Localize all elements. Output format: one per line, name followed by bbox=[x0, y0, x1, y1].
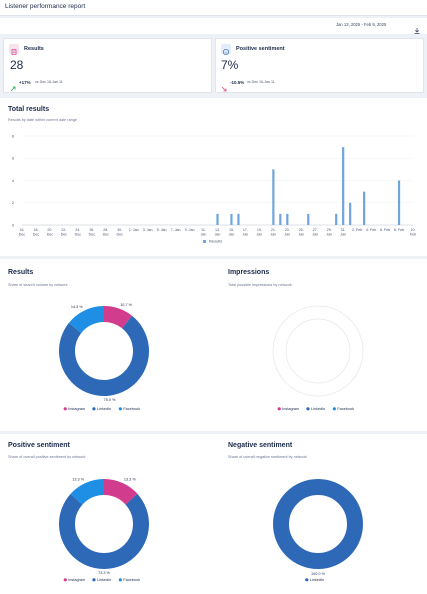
x-tick-label: 19. Jan bbox=[256, 228, 262, 236]
x-tick-label: 2. Feb bbox=[352, 228, 362, 232]
download-icon[interactable] bbox=[413, 22, 421, 34]
bar bbox=[230, 213, 233, 225]
section-title: Total results bbox=[8, 106, 50, 113]
x-tick-label: 15. Jan bbox=[229, 228, 235, 236]
kpi-card-positive-sentiment: Positive sentiment 7% -10.5% vs Dec 16-J… bbox=[215, 38, 424, 93]
x-tick-label: 6. Feb bbox=[380, 228, 390, 232]
x-tick-label: 21. Jan bbox=[270, 228, 276, 236]
bar bbox=[272, 169, 275, 225]
header-bar: Listener performance report bbox=[0, 0, 427, 16]
document-icon bbox=[9, 44, 19, 56]
section-subtitle: Share of search volume by network bbox=[8, 283, 68, 287]
section-title: Results bbox=[8, 269, 34, 276]
bar bbox=[279, 213, 282, 225]
x-tick-label: 25. Jan bbox=[298, 228, 304, 236]
y-tick-label: 2 bbox=[12, 201, 14, 205]
legend-swatch bbox=[203, 240, 206, 243]
y-tick-label: 4 bbox=[12, 179, 14, 183]
kpi-compare: vs Dec 16-Jan 11 bbox=[247, 80, 275, 84]
kpi-card-results: Results 28 +17% vs Dec 16-Jan 11 bbox=[3, 38, 212, 93]
trend-up-icon bbox=[10, 79, 16, 92]
kpi-title: Positive sentiment bbox=[236, 46, 285, 52]
x-tick-label: 11. Jan bbox=[201, 228, 207, 236]
x-tick-label: 3. Jan bbox=[143, 228, 153, 232]
section-subtitle: Share of overall negative sentiment by n… bbox=[228, 455, 307, 459]
bar bbox=[286, 213, 289, 225]
kpi-value: 28 bbox=[10, 58, 24, 72]
kpi-compare: vs Dec 16-Jan 11 bbox=[35, 80, 63, 84]
bar bbox=[363, 191, 366, 225]
x-tick-label: 31. Jan bbox=[340, 228, 346, 236]
x-tick-label: 28. Dec bbox=[103, 228, 110, 236]
bar bbox=[335, 213, 338, 225]
bar bbox=[397, 180, 401, 225]
x-tick-label: 7. Jan bbox=[171, 228, 181, 232]
x-tick-label: 4. Feb bbox=[366, 228, 376, 232]
bar-chart: 0 2 4 6 8 16. Dec 18. Dec 20. Dec 22. Dec 24. Dec 26. De… bbox=[12, 134, 416, 244]
kpi-title: Results bbox=[24, 46, 44, 52]
page-title: Listener performance report bbox=[5, 3, 86, 10]
x-tick-label: 17. Jan bbox=[243, 228, 249, 236]
bar bbox=[349, 202, 352, 225]
date-range-picker[interactable]: Jan 13, 2025 - Feb 9, 2025 bbox=[336, 22, 387, 27]
y-tick-label: 0 bbox=[12, 223, 14, 227]
bar bbox=[237, 213, 240, 225]
x-tick-label: 9. Jan bbox=[185, 228, 195, 232]
y-tick-label: 6 bbox=[12, 157, 14, 161]
section-title: Impressions bbox=[228, 269, 270, 276]
section-title: Positive sentiment bbox=[8, 442, 70, 449]
x-tick-label: 10. Feb bbox=[410, 228, 416, 236]
kpi-change: -10.5% bbox=[230, 79, 245, 85]
section-subtitle: Share of overall positive sentiment by n… bbox=[8, 455, 86, 459]
trend-down-icon bbox=[221, 79, 227, 92]
section-subtitle: Total possible impressions by network bbox=[228, 283, 292, 287]
x-tick-label: 5. Jan bbox=[157, 228, 167, 232]
x-tick-label: 23. Jan bbox=[284, 228, 290, 236]
x-tick-label: 8. Feb bbox=[394, 228, 404, 232]
x-tick-label: 1. Jan bbox=[129, 228, 139, 232]
x-tick-label: 29. Jan bbox=[326, 228, 332, 236]
results-network-panel: Results Share of search volume by networ… bbox=[0, 259, 427, 431]
y-tick-label: 8 bbox=[12, 134, 14, 138]
x-tick-label: 20. Dec bbox=[47, 228, 54, 236]
total-results-panel: Total results Results by date within cur… bbox=[0, 98, 427, 256]
date-toolbar: Jan 13, 2025 - Feb 9, 2025 bbox=[0, 18, 427, 34]
x-tick-label: 16. Dec bbox=[19, 228, 26, 236]
x-tick-label: 24. Dec bbox=[75, 228, 82, 236]
x-tick-label: 13. Jan bbox=[215, 228, 221, 236]
section-subtitle: Results by date within current date rang… bbox=[8, 118, 78, 122]
kpi-value: 7% bbox=[221, 58, 239, 72]
x-tick-label: 18. Dec bbox=[33, 228, 40, 236]
bar bbox=[216, 213, 219, 225]
section-title: Negative sentiment bbox=[228, 442, 293, 449]
legend-label: Results bbox=[209, 239, 222, 244]
bar bbox=[307, 213, 310, 225]
kpi-change: +17% bbox=[19, 79, 31, 85]
x-tick-label: 27. Jan bbox=[312, 228, 318, 236]
x-tick-label: 26. Dec bbox=[89, 228, 96, 236]
sentiment-network-panel: Positive sentiment Share of overall posi… bbox=[0, 434, 427, 594]
smile-icon bbox=[221, 44, 231, 56]
x-tick-label: 22. Dec bbox=[61, 228, 68, 236]
x-tick-label: 30. Dec bbox=[117, 228, 124, 236]
bar bbox=[342, 147, 345, 225]
